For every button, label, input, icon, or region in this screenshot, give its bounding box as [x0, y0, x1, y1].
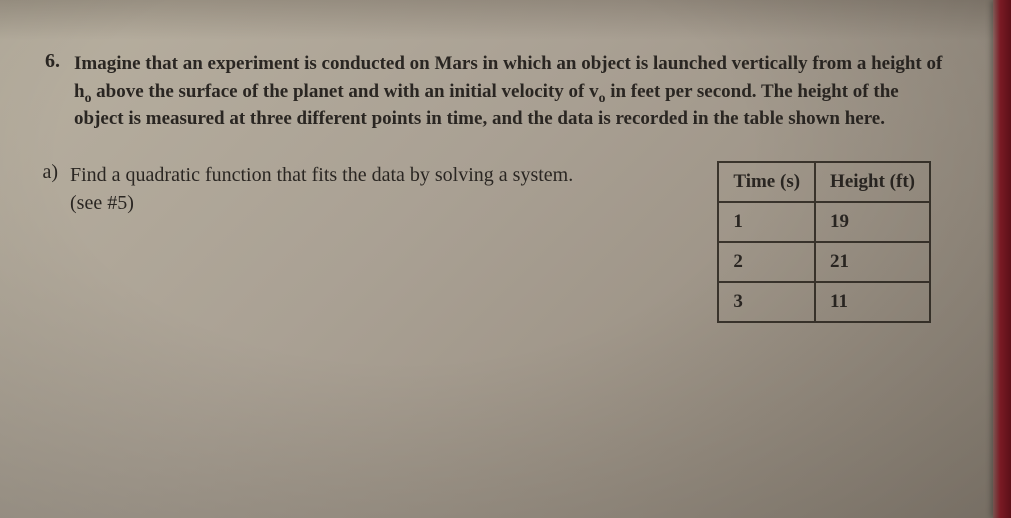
table-header-row: Time (s) Height (ft) [718, 162, 930, 202]
problem-block: 6. Imagine that an experiment is conduct… [30, 50, 961, 133]
part-a-text: Find a quadratic function that fits the … [70, 161, 687, 217]
part-a-line2: (see #5) [70, 192, 134, 214]
cell-height: 19 [815, 202, 930, 242]
cell-height: 11 [815, 282, 930, 322]
table-row: 3 11 [718, 282, 930, 322]
book-red-edge [993, 0, 1011, 518]
data-table-wrap: Time (s) Height (ft) 1 19 2 21 3 [717, 161, 931, 323]
part-a-line1: Find a quadratic function that fits the … [70, 164, 573, 186]
table-row: 2 21 [718, 242, 930, 282]
cell-time: 2 [718, 242, 815, 282]
table-row: 1 19 [718, 202, 930, 242]
problem-number: 6. [30, 50, 70, 73]
col-time: Time (s) [718, 162, 815, 202]
data-table: Time (s) Height (ft) 1 19 2 21 3 [717, 161, 931, 323]
problem-statement: Imagine that an experiment is conducted … [74, 50, 944, 133]
part-a-row: a) Find a quadratic function that fits t… [30, 161, 961, 323]
part-a-label: a) [30, 161, 70, 184]
col-height: Height (ft) [815, 162, 930, 202]
cell-time: 1 [718, 202, 815, 242]
worksheet-page: 6. Imagine that an experiment is conduct… [0, 0, 1011, 518]
cell-height: 21 [815, 242, 930, 282]
cell-time: 3 [718, 282, 815, 322]
